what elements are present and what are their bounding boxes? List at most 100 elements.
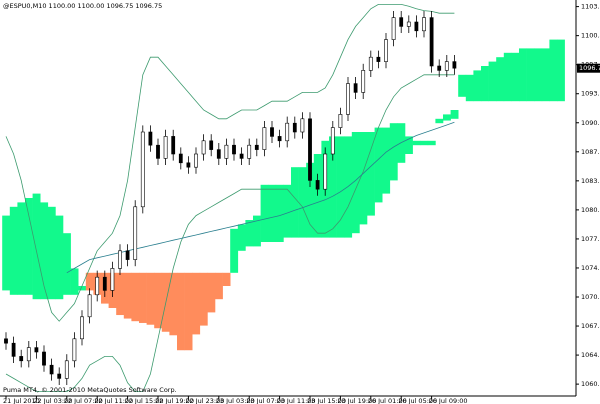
x-tick-label: 23 Jul 15:00 [307, 397, 346, 404]
indicator-line [5, 4, 455, 322]
cloud-segment [526, 48, 535, 102]
cloud-segment [70, 268, 79, 295]
candle-body [80, 316, 84, 340]
cloud-segment [17, 202, 26, 295]
y-tick-label: 1083.95 [581, 177, 600, 185]
cloud-segment [131, 272, 140, 322]
candle-body [201, 140, 206, 155]
candle-body [361, 70, 366, 93]
candle-body [64, 360, 69, 379]
cloud-segment [473, 70, 482, 102]
candle-body [292, 122, 297, 133]
cloud-segment [139, 272, 147, 323]
candle-body [4, 338, 8, 344]
y-tick-label: 1087.25 [581, 148, 600, 156]
candle-body [178, 153, 183, 164]
y-tick-label: 1060.85 [581, 380, 600, 388]
candle-body [277, 136, 282, 142]
cloud-segment [389, 123, 398, 181]
candle-body [308, 118, 312, 181]
candle-body [72, 338, 77, 362]
candle-body [285, 122, 290, 142]
candle-body [300, 118, 305, 133]
candle-body [414, 21, 419, 32]
candle-body [406, 21, 411, 27]
indicator-line [66, 121, 455, 274]
candle-body [125, 250, 130, 260]
cloud-segment [443, 114, 451, 121]
cloud-segment [458, 74, 467, 97]
candle-body [323, 153, 328, 190]
cloud-segment [374, 127, 383, 203]
candle-body [270, 127, 274, 137]
cloud-segment [40, 202, 49, 300]
candle-body [399, 17, 404, 27]
y-tick-label: 1074.05 [581, 264, 600, 272]
candle-body [216, 149, 221, 159]
candle-body [87, 294, 92, 318]
y-tick-label: 1093.85 [581, 90, 600, 98]
cloud-segment [116, 272, 125, 316]
candle-body [315, 180, 320, 190]
last-price-box [577, 63, 600, 73]
y-tick-label: 1090.55 [581, 119, 600, 127]
cloud-segment [367, 132, 375, 216]
candle-body [140, 131, 145, 208]
cloud-segment [344, 136, 353, 238]
candle-body [262, 127, 267, 150]
copyright: Puma MT4, © 2001-2010 MetaQuotes Softwar… [3, 386, 177, 394]
candle-body [19, 356, 24, 362]
cloud-segment [207, 272, 216, 313]
candle-body [232, 144, 236, 155]
candle-body [57, 373, 62, 379]
cloud-segment [85, 272, 94, 291]
cloud-segment [397, 123, 406, 163]
cloud-segment [78, 286, 87, 291]
candle-body [384, 39, 388, 62]
candle-body [376, 56, 381, 62]
x-tick-label: 22 Jul 11:00 [94, 397, 133, 404]
cloud-segment [237, 224, 246, 251]
candle-body [239, 153, 244, 159]
x-tick-label: 21 Jul 2010 [3, 397, 40, 404]
cloud-segment [32, 193, 41, 300]
candle-body [254, 144, 259, 150]
x-tick-label: 26 Jul 09:00 [429, 397, 468, 404]
cloud-segment [488, 61, 497, 102]
cloud-segment [503, 52, 512, 102]
candle-body [346, 83, 350, 115]
cloud-segment [427, 140, 436, 146]
cloud-segment [519, 48, 527, 102]
candle-body [171, 136, 176, 155]
cloud-segment [420, 140, 429, 146]
y-tick-label: 1070.75 [581, 293, 600, 301]
cloud-segment [146, 272, 155, 325]
cloud-segment [549, 39, 558, 102]
cloud-segment [123, 272, 132, 319]
cloud-segment [351, 132, 360, 234]
candle-body [163, 136, 168, 159]
cloud-segment [177, 272, 185, 351]
candle-body [42, 351, 46, 366]
cloud-segment [435, 118, 444, 124]
cloud-segment [291, 167, 299, 238]
candle-body [353, 83, 358, 93]
cloud-segment [382, 127, 391, 194]
y-tick-label: 1077.35 [581, 235, 600, 243]
cloud-segment [275, 184, 284, 242]
cloud-layer [2, 39, 565, 351]
x-tick-label: 26 Jul 01:00 [368, 397, 407, 404]
candle-body [110, 268, 115, 291]
axis-layer: 1103.751100.451097.151093.851090.551087.… [3, 3, 600, 404]
cloud-segment [336, 136, 345, 238]
cloud-segment [481, 66, 489, 102]
candle-body [102, 276, 107, 291]
y-tick-label: 1064.15 [581, 351, 600, 359]
cloud-segment [298, 167, 307, 238]
y-tick-label: 1067.45 [581, 322, 600, 330]
candle-body [156, 144, 160, 159]
cloud-segment [25, 198, 33, 295]
candle-body [391, 17, 396, 40]
candle-body [437, 65, 442, 71]
x-tick-label: 23 Jul 11:00 [277, 397, 316, 404]
